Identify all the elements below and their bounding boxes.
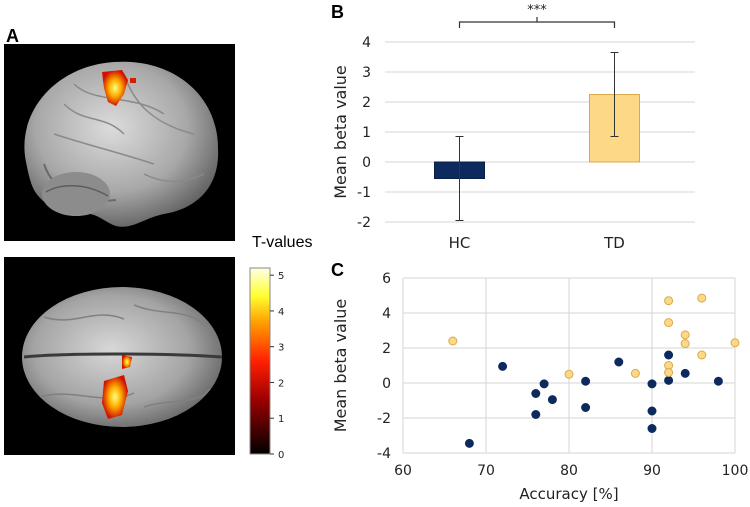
bar-chart: Mean beta value -2 -1 0 1 2 3 4 HC TD *** [330, 0, 730, 258]
scatter-point-td [697, 293, 707, 303]
scatter-point-hc [647, 379, 657, 389]
scatter-y-tick-label: 2 [382, 341, 391, 357]
scatter-point-hc [547, 395, 557, 405]
scatter-point-td [564, 369, 574, 379]
colorbar: 0 1 2 3 4 5 [248, 262, 328, 462]
colorbar-tick-label: 3 [278, 343, 284, 354]
colorbar-tick-label: 4 [278, 307, 284, 318]
scatter-y-tick-label: 0 [382, 376, 391, 392]
scatter-point-hc [647, 406, 657, 416]
scatter-point-td [697, 350, 707, 360]
scatter-x-tick-label: 70 [477, 463, 495, 479]
bar-chart-y-label: Mean beta value [331, 65, 350, 199]
brain-lateral-view-image [4, 44, 235, 241]
scatter-point-hc [531, 389, 541, 398]
scatter-point-hc [647, 424, 657, 433]
scatter-point-td [664, 368, 674, 377]
scatter-point-td [664, 318, 674, 328]
bar-y-tick-label: -2 [357, 215, 371, 231]
scatter-point-hc [581, 403, 591, 412]
panel-label-b: B [331, 2, 344, 22]
bar-y-tick-label: 4 [362, 35, 371, 51]
brain-dorsal-view-image [4, 257, 235, 455]
colorbar-tick-label: 1 [278, 414, 284, 425]
scatter-point-hc [614, 357, 624, 367]
scatter-point-hc [539, 379, 549, 389]
scatter-point-td [680, 330, 690, 340]
scatter-point-hc [498, 361, 508, 371]
bar-category-label: TD [603, 234, 625, 252]
scatter-x-tick-label: 80 [560, 463, 578, 479]
scatter-point-td [680, 339, 690, 349]
scatter-x-tick-label: 100 [722, 463, 749, 479]
scatter-x-tick-label: 90 [643, 463, 661, 479]
scatter-point-hc [464, 438, 474, 448]
significance-bracket [458, 21, 616, 28]
scatter-y-tick-label: 4 [382, 306, 391, 322]
bar-y-tick-label: 2 [362, 95, 371, 111]
panel-label-c: C [331, 260, 344, 280]
scatter-y-tick-label: 6 [382, 271, 391, 287]
bar-y-tick-label: 0 [362, 155, 371, 171]
bar-category-label: HC [449, 234, 471, 252]
scatter-plot: Mean beta value Accuracy [%] -4 -2 0 2 4 6 60 7… [330, 258, 750, 507]
bar-y-tick-label: 1 [362, 125, 371, 141]
scatter-x-label: Accuracy [%] [519, 485, 618, 503]
scatter-y-tick-label: -4 [377, 446, 391, 462]
scatter-point-hc [581, 376, 591, 386]
scatter-point-hc [713, 376, 723, 386]
colorbar-tick-label: 5 [278, 271, 284, 282]
scatter-y-tick-label: -2 [377, 411, 391, 427]
significance-marker: *** [527, 3, 547, 18]
scatter-point-hc [531, 410, 541, 419]
scatter-y-label: Mean beta value [331, 299, 350, 433]
scatter-x-tick-label: 60 [394, 463, 412, 479]
scatter-point-td [664, 296, 674, 306]
scatter-point-td [630, 368, 640, 378]
scatter-point-hc [680, 368, 690, 378]
scatter-point-hc [664, 350, 674, 360]
scatter-point-td [730, 338, 740, 348]
colorbar-tick-label: 0 [278, 450, 284, 461]
colorbar-tick-label: 2 [278, 378, 284, 389]
bar-y-tick-label: 3 [362, 65, 371, 81]
panel-label-a: A [6, 26, 19, 46]
scatter-point-td [448, 336, 458, 346]
bar-y-tick-label: -1 [357, 185, 371, 201]
colorbar-title: T-values [252, 234, 313, 251]
colorbar-gradient [249, 267, 271, 455]
scatter-point-hc [664, 375, 674, 385]
